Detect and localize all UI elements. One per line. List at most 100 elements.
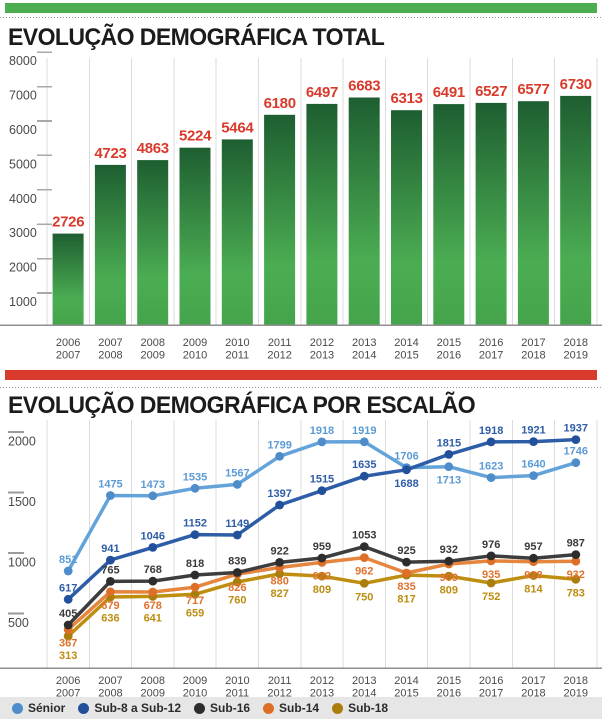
data-point xyxy=(106,555,115,565)
data-point xyxy=(317,486,327,496)
green-accent-bar xyxy=(5,3,597,13)
bar-value-label: 4863 xyxy=(137,140,169,157)
x-axis-label: 2009 xyxy=(141,688,165,700)
x-axis-label: 2017 xyxy=(521,675,545,687)
total-bar-chart: 8000 7000 6000 5000 4000 3000 2000 1000 2726 4723… xyxy=(0,51,602,362)
data-point xyxy=(275,500,284,510)
x-axis-label: 2007 xyxy=(98,675,122,687)
bar-value-label: 5464 xyxy=(221,119,254,136)
data-point xyxy=(359,471,369,481)
x-axis-label: 2017 xyxy=(479,350,503,362)
bar xyxy=(264,114,296,325)
point-value-label: 1713 xyxy=(437,475,461,487)
point-value-label: 817 xyxy=(397,594,415,606)
point-value-label: 760 xyxy=(228,595,246,607)
red-accent-bar xyxy=(5,370,597,380)
bar xyxy=(433,104,465,325)
x-axis-label: 2014 xyxy=(394,337,418,349)
point-value-label: 827 xyxy=(270,588,288,600)
y-axis-label: 1500 xyxy=(8,495,36,509)
legend-item: Sénior xyxy=(12,701,65,715)
bar xyxy=(52,233,84,325)
point-value-label: 932 xyxy=(440,544,458,556)
point-value-label: 1937 xyxy=(564,423,588,435)
bar xyxy=(137,160,169,325)
point-value-label: 922 xyxy=(313,570,331,582)
point-value-label: 1515 xyxy=(310,474,334,486)
x-axis-label: 2016 xyxy=(437,688,461,700)
data-point xyxy=(106,587,115,597)
point-value-label: 1149 xyxy=(225,518,249,530)
bar xyxy=(179,147,211,325)
point-value-label: 1918 xyxy=(479,425,503,437)
data-point xyxy=(571,458,581,468)
point-value-label: 768 xyxy=(144,564,162,576)
point-value-label: 750 xyxy=(355,591,373,603)
data-point xyxy=(486,578,496,588)
point-value-label: 1053 xyxy=(352,530,376,542)
data-point xyxy=(444,571,454,581)
bar-value-label: 6527 xyxy=(475,83,507,100)
point-value-label: 957 xyxy=(524,541,542,553)
data-point xyxy=(444,556,454,566)
y-axis-label: 1000 xyxy=(8,556,36,570)
point-value-label: 932 xyxy=(567,569,585,581)
x-axis-label: 2009 xyxy=(141,350,165,362)
x-axis-label: 2019 xyxy=(564,688,588,700)
data-point xyxy=(571,435,581,444)
point-value-label: 717 xyxy=(186,595,204,607)
point-value-label: 839 xyxy=(228,556,246,568)
point-value-label: 1919 xyxy=(352,425,376,437)
y-axis-label: 6000 xyxy=(9,123,37,137)
x-axis-label: 2006 xyxy=(56,675,80,687)
legend-label: Sub-18 xyxy=(348,701,389,715)
x-axis-label: 2017 xyxy=(479,688,503,700)
point-value-label: 783 xyxy=(567,587,585,599)
point-value-label: 1046 xyxy=(141,530,165,542)
point-value-label: 809 xyxy=(440,585,458,597)
data-point xyxy=(317,437,327,447)
x-axis-label: 2015 xyxy=(394,688,418,700)
x-axis-label: 2008 xyxy=(98,688,122,700)
point-value-label: 1918 xyxy=(310,425,334,437)
legend-color-icon xyxy=(332,702,344,714)
bar xyxy=(391,110,422,325)
legend: Sénior Sub-8 a Sub-12 Sub-16 Sub-14 Sub-18 xyxy=(0,697,602,719)
point-value-label: 925 xyxy=(397,545,415,557)
point-value-label: 1475 xyxy=(98,479,122,491)
data-point xyxy=(571,556,581,566)
y-axis-label: 500 xyxy=(8,616,29,630)
x-axis-label: 2015 xyxy=(394,350,418,362)
point-value-label: 922 xyxy=(270,545,288,557)
point-value-label: 1640 xyxy=(521,459,545,471)
x-axis-label: 2008 xyxy=(141,675,165,687)
bar-value-label: 6491 xyxy=(433,84,465,101)
data-point xyxy=(402,557,411,567)
point-value-label: 941 xyxy=(101,543,119,555)
data-point xyxy=(529,571,538,580)
data-point xyxy=(106,577,115,586)
point-value-label: 809 xyxy=(313,584,331,596)
data-point xyxy=(190,570,200,580)
point-value-label: 826 xyxy=(228,582,246,594)
x-axis-label: 2015 xyxy=(437,675,461,687)
y-axis-label: 3000 xyxy=(9,226,37,240)
bar-value-label: 6730 xyxy=(560,76,592,93)
x-axis-label: 2009 xyxy=(183,337,207,349)
data-point xyxy=(571,550,581,559)
point-value-label: 765 xyxy=(101,564,119,576)
data-point xyxy=(486,473,496,482)
legend-color-icon xyxy=(12,702,23,714)
data-point xyxy=(317,553,327,563)
legend-color-icon xyxy=(263,702,275,714)
bar xyxy=(560,95,592,326)
x-axis-label: 2008 xyxy=(141,337,165,349)
data-point xyxy=(232,568,242,577)
x-axis-label: 2007 xyxy=(56,350,80,362)
bar-value-label: 4723 xyxy=(94,145,126,162)
x-axis-label: 2011 xyxy=(226,688,250,700)
x-axis-label: 2018 xyxy=(564,675,588,687)
point-value-label: 1567 xyxy=(225,467,249,479)
data-point xyxy=(63,566,73,576)
bar xyxy=(475,102,507,326)
